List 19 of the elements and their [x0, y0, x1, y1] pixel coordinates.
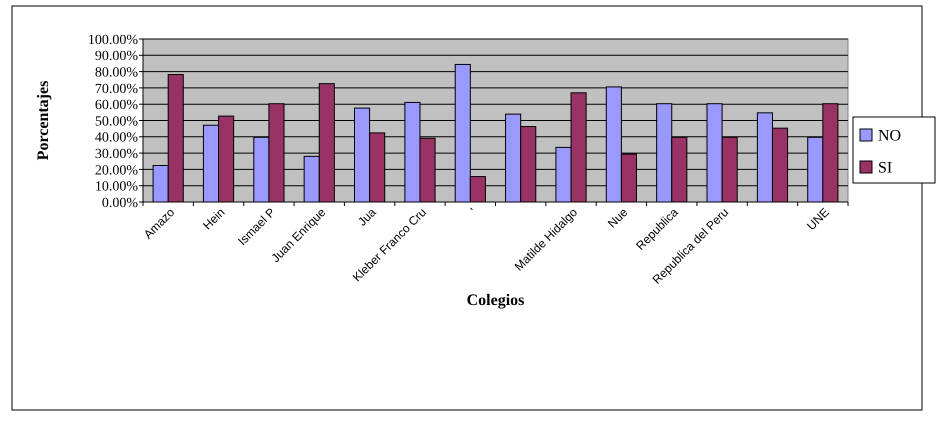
- y-tick-label: 90.00%: [94, 49, 138, 64]
- legend-label: SI: [878, 160, 892, 177]
- y-tick-label: 0.00%: [102, 196, 138, 211]
- y-axis-title: Porcentajes: [35, 80, 52, 160]
- legend-label: NO: [878, 128, 902, 145]
- y-tick-label: 40.00%: [94, 130, 138, 146]
- y-tick-label: 100.00%: [88, 32, 138, 48]
- y-tick-label: 20.00%: [94, 163, 138, 178]
- y-tick-label: 70.00%: [94, 82, 138, 97]
- y-tick-label: 80.00%: [94, 66, 138, 80]
- y-tick-label: 50.00%: [94, 114, 138, 130]
- x-tick-label: Jua: [355, 204, 379, 229]
- y-tick-label: 60.00%: [94, 98, 138, 114]
- y-tick-label: 10.00%: [94, 180, 138, 195]
- y-tick-label: 30.00%: [94, 147, 138, 162]
- x-tick-label: Hein: [200, 205, 228, 233]
- x-tick-label: Nue: [605, 204, 631, 231]
- x-axis-title: Colegios: [466, 292, 524, 309]
- x-tick-label: ': [468, 205, 480, 217]
